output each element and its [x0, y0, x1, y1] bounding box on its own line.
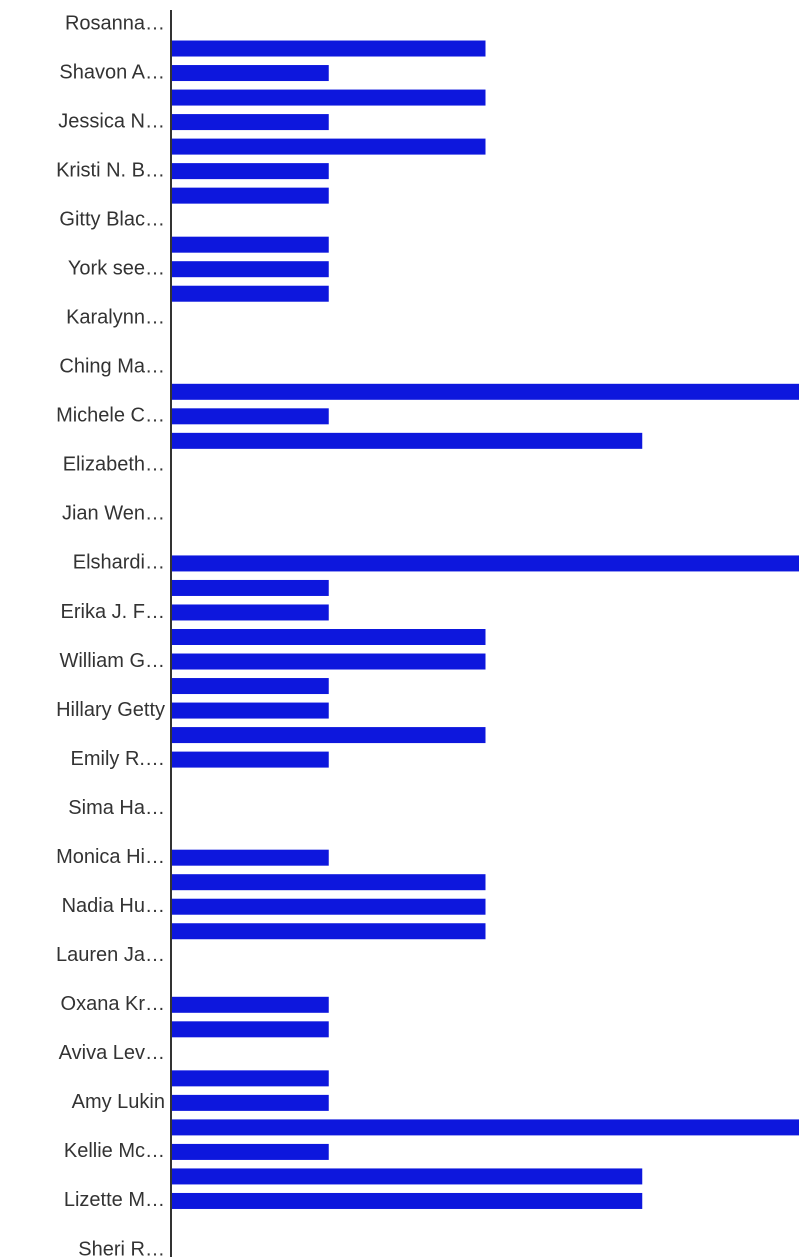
y-tick-label: Sima Ha… [68, 797, 165, 819]
bar [172, 1119, 799, 1136]
bar [172, 629, 486, 645]
y-tick-label: William G… [59, 650, 165, 672]
y-tick-label: Jessica N… [58, 110, 165, 132]
bar [172, 114, 329, 131]
bar [172, 1143, 329, 1160]
y-tick-label: Michele C… [56, 405, 165, 427]
y-tick-label: Monica Hi… [56, 846, 165, 868]
y-tick-label: Oxana Kr… [61, 993, 165, 1015]
bar [172, 874, 486, 891]
y-tick-label: Lauren Ja… [56, 944, 165, 966]
y-tick-label: Erika J. F… [61, 601, 165, 623]
bar [172, 65, 329, 82]
bar [172, 1021, 329, 1038]
y-tick-label: Jian Wen… [62, 503, 165, 525]
bar [172, 555, 799, 572]
y-tick-label: Kellie Mc… [64, 1140, 165, 1162]
bar [172, 1094, 329, 1111]
bar [172, 285, 329, 302]
bar [172, 40, 486, 57]
bar [172, 898, 486, 915]
bar [172, 261, 329, 278]
bar [172, 678, 329, 695]
bar [172, 187, 329, 204]
y-tick-label: Lizette M… [64, 1189, 165, 1211]
bar [172, 1070, 329, 1087]
bar [172, 1192, 643, 1209]
bar [172, 163, 329, 180]
y-tick-label: Amy Lukin [72, 1091, 165, 1113]
y-tick-label: Aviva Lev… [59, 1042, 165, 1064]
y-tick-label: Hillary Getty [56, 699, 165, 721]
bar [172, 849, 329, 866]
bar [172, 138, 486, 155]
bar [172, 653, 486, 670]
bar [172, 383, 799, 400]
bar [172, 604, 329, 621]
y-tick-label: Kristi N. B… [56, 159, 165, 181]
bar [172, 236, 329, 253]
bar [172, 702, 329, 719]
bar [172, 727, 486, 744]
bar [172, 751, 329, 768]
bar [172, 432, 643, 449]
bar [172, 579, 329, 596]
y-tick-label: Nadia Hu… [62, 895, 165, 917]
y-tick-label: Elshardi… [73, 552, 165, 574]
y-tick-label: Rosanna… [65, 12, 165, 34]
y-tick-label: Gitty Blac… [59, 208, 165, 230]
y-tick-label: Elizabeth… [63, 454, 165, 476]
y-tick-label: Shavon A… [59, 61, 165, 83]
bar [172, 923, 486, 940]
y-tick-label: Sheri R… [78, 1238, 165, 1257]
y-tick-label: Karalynn… [66, 307, 165, 329]
y-tick-label: York see… [68, 257, 165, 279]
y-tick-label: Emily R.… [71, 748, 165, 770]
bar [172, 408, 329, 425]
bar [172, 996, 329, 1013]
bar [172, 1168, 643, 1185]
bar [172, 89, 486, 106]
y-tick-label: Ching Ma… [59, 356, 165, 378]
